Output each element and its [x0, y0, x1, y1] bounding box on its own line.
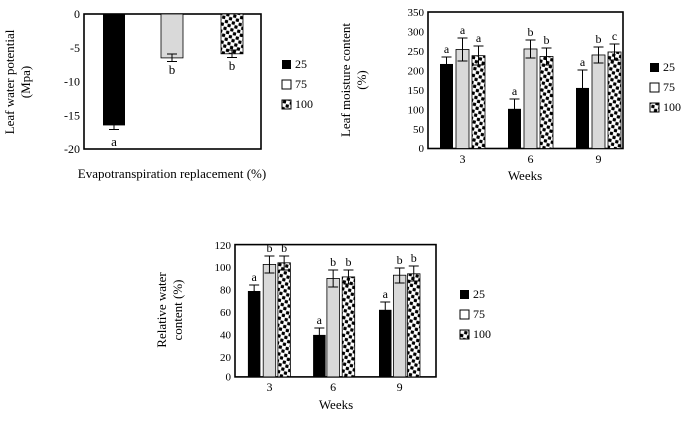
svg-text:0: 0 [74, 7, 80, 21]
svg-text:(%): (%) [354, 70, 369, 90]
svg-text:6: 6 [528, 152, 534, 166]
svg-text:a: a [251, 270, 257, 284]
svg-text:100: 100 [408, 105, 425, 117]
svg-text:250: 250 [408, 46, 425, 58]
svg-text:a: a [580, 55, 586, 69]
svg-text:b: b [596, 32, 602, 46]
svg-text:9: 9 [596, 152, 602, 166]
svg-text:25: 25 [473, 287, 485, 301]
svg-text:150: 150 [408, 85, 425, 97]
svg-text:25: 25 [663, 60, 675, 74]
svg-text:6: 6 [330, 380, 336, 394]
svg-text:20: 20 [220, 352, 232, 364]
svg-text:a: a [476, 31, 482, 45]
svg-text:0: 0 [419, 143, 425, 155]
svg-text:b: b [411, 251, 417, 265]
svg-text:Relative water: Relative water [154, 272, 169, 348]
svg-text:120: 120 [215, 240, 232, 252]
svg-text:b: b [281, 241, 287, 255]
svg-text:Weeks: Weeks [319, 397, 353, 412]
svg-text:300: 300 [408, 27, 425, 39]
svg-text:75: 75 [663, 80, 675, 94]
svg-text:-5: -5 [70, 41, 80, 55]
svg-text:200: 200 [408, 66, 425, 78]
svg-text:Evapotranspiration replacement: Evapotranspiration replacement (%) [78, 166, 266, 181]
svg-text:a: a [111, 134, 117, 149]
svg-text:50: 50 [413, 124, 425, 136]
svg-text:content (%): content (%) [170, 279, 185, 340]
svg-text:b: b [345, 255, 351, 269]
svg-text:3: 3 [266, 380, 272, 394]
svg-text:75: 75 [473, 307, 485, 321]
svg-text:-20: -20 [64, 142, 80, 156]
svg-text:a: a [460, 23, 466, 37]
svg-text:a: a [444, 42, 450, 56]
svg-text:(Mpa): (Mpa) [18, 66, 33, 99]
svg-text:b: b [397, 253, 403, 267]
svg-text:25: 25 [295, 57, 307, 71]
svg-text:b: b [544, 33, 550, 47]
svg-text:b: b [330, 255, 336, 269]
svg-text:100: 100 [295, 97, 313, 111]
svg-text:-15: -15 [64, 108, 80, 122]
svg-text:75: 75 [295, 77, 307, 91]
svg-text:b: b [229, 58, 236, 73]
svg-text:9: 9 [397, 380, 403, 394]
svg-text:a: a [317, 313, 323, 327]
svg-text:a: a [383, 287, 389, 301]
svg-text:80: 80 [220, 285, 232, 297]
svg-text:b: b [528, 25, 534, 39]
svg-text:Weeks: Weeks [508, 168, 542, 183]
svg-text:0: 0 [226, 372, 232, 384]
svg-text:b: b [169, 62, 176, 77]
svg-text:-10: -10 [64, 75, 80, 89]
svg-text:100: 100 [473, 327, 491, 341]
svg-text:c: c [612, 29, 617, 43]
svg-text:b: b [266, 241, 272, 255]
svg-text:60: 60 [220, 307, 232, 319]
svg-text:100: 100 [215, 262, 232, 274]
svg-text:100: 100 [663, 100, 681, 114]
svg-text:40: 40 [220, 329, 232, 341]
svg-text:Leaf moisture content: Leaf moisture content [338, 23, 353, 137]
svg-text:3: 3 [460, 152, 466, 166]
svg-text:a: a [512, 84, 518, 98]
svg-text:Leaf water potential: Leaf water potential [2, 29, 17, 134]
svg-text:350: 350 [408, 7, 425, 19]
